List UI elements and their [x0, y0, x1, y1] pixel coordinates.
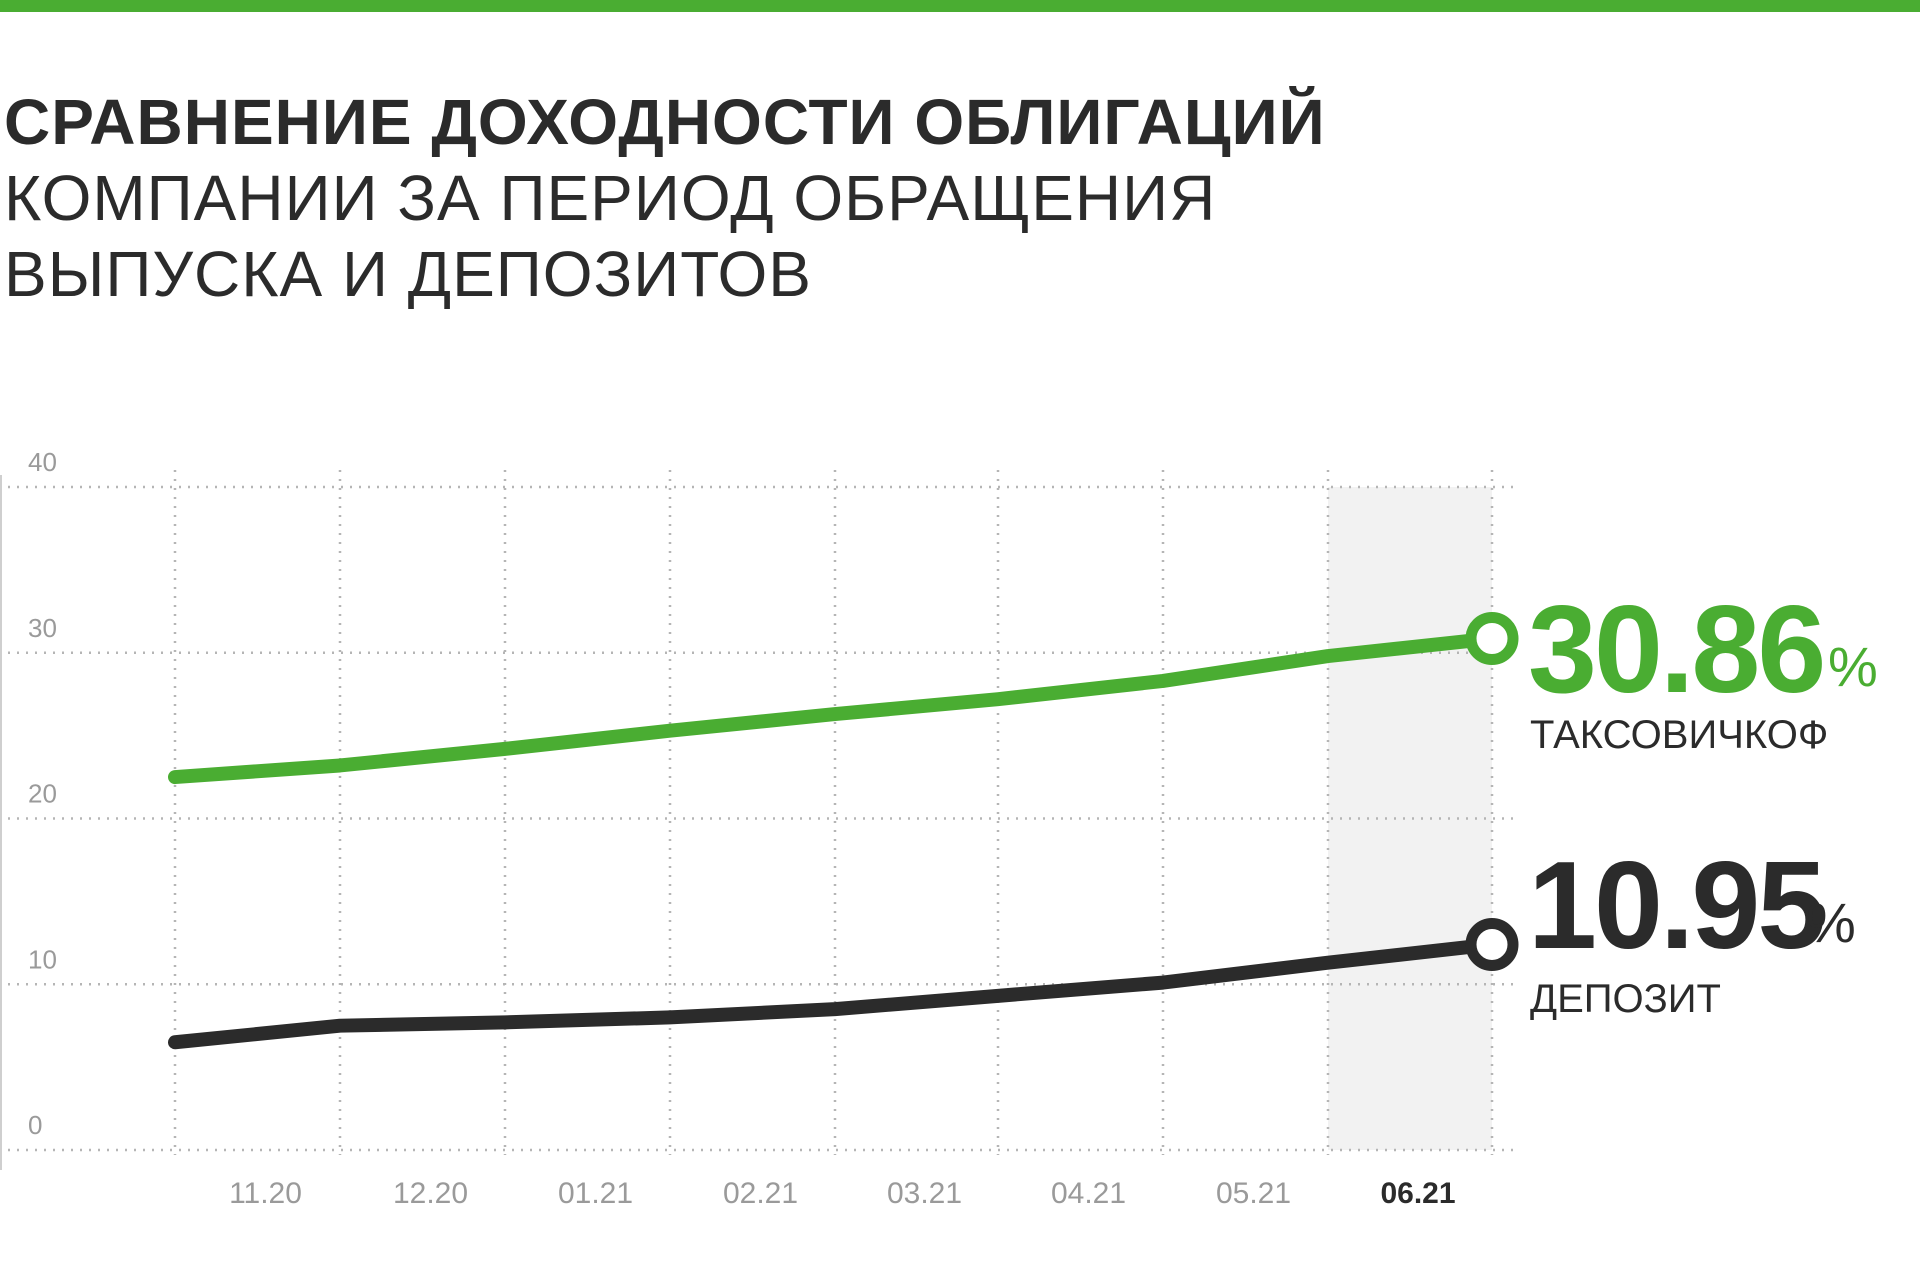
y-tick-label: 30 — [28, 613, 57, 643]
chart-title: СРАВНЕНИЕ ДОХОДНОСТИ ОБЛИГАЦИЙ КОМПАНИИ … — [4, 84, 1404, 312]
x-tick-label: 12.20 — [393, 1177, 468, 1210]
unit-label: % — [1806, 891, 1856, 954]
grid-lines — [0, 470, 1515, 1170]
series-end-marker — [1465, 611, 1519, 665]
end-value-label: 10.95 — [1528, 837, 1823, 975]
x-tick-label: 06.21 — [1380, 1177, 1455, 1210]
y-axis: 0 10 20 30 40 — [28, 447, 57, 1140]
x-axis: 11.20 12.20 01.21 02.21 03.21 04.21 05.21 06.21 — [229, 1177, 1455, 1210]
x-tick-label: 11.20 — [229, 1177, 302, 1210]
series-line — [168, 631, 1499, 785]
title-line-2: КОМПАНИИ ЗА ПЕРИОД ОБРАЩЕНИЯ — [4, 162, 1217, 234]
x-tick-label: 03.21 — [887, 1177, 962, 1210]
y-tick-label: 0 — [28, 1110, 42, 1140]
title-line-1: СРАВНЕНИЕ ДОХОДНОСТИ ОБЛИГАЦИЙ — [4, 86, 1326, 158]
series-lines — [168, 611, 1519, 1050]
end-value-label: 30.86 — [1528, 581, 1823, 719]
series-end-marker — [1465, 917, 1519, 971]
x-tick-label: 01.21 — [558, 1177, 633, 1210]
unit-label: % — [1828, 635, 1878, 698]
series-name-label: ТАКСОВИЧКОФ — [1530, 713, 1828, 757]
x-tick-label: 02.21 — [723, 1177, 798, 1210]
title-line-3: ВЫПУСКА И ДЕПОЗИТОВ — [4, 238, 812, 310]
x-tick-label: 04.21 — [1051, 1177, 1126, 1210]
highlight-band — [1328, 487, 1492, 1150]
x-tick-label: 05.21 — [1216, 1177, 1291, 1210]
series-name-label: ДЕПОЗИТ — [1530, 977, 1721, 1021]
y-tick-label: 40 — [28, 447, 57, 477]
y-tick-label: 10 — [28, 944, 57, 974]
y-tick-label: 20 — [28, 779, 57, 809]
top-accent-bar — [0, 0, 1920, 12]
series-line — [168, 937, 1499, 1050]
